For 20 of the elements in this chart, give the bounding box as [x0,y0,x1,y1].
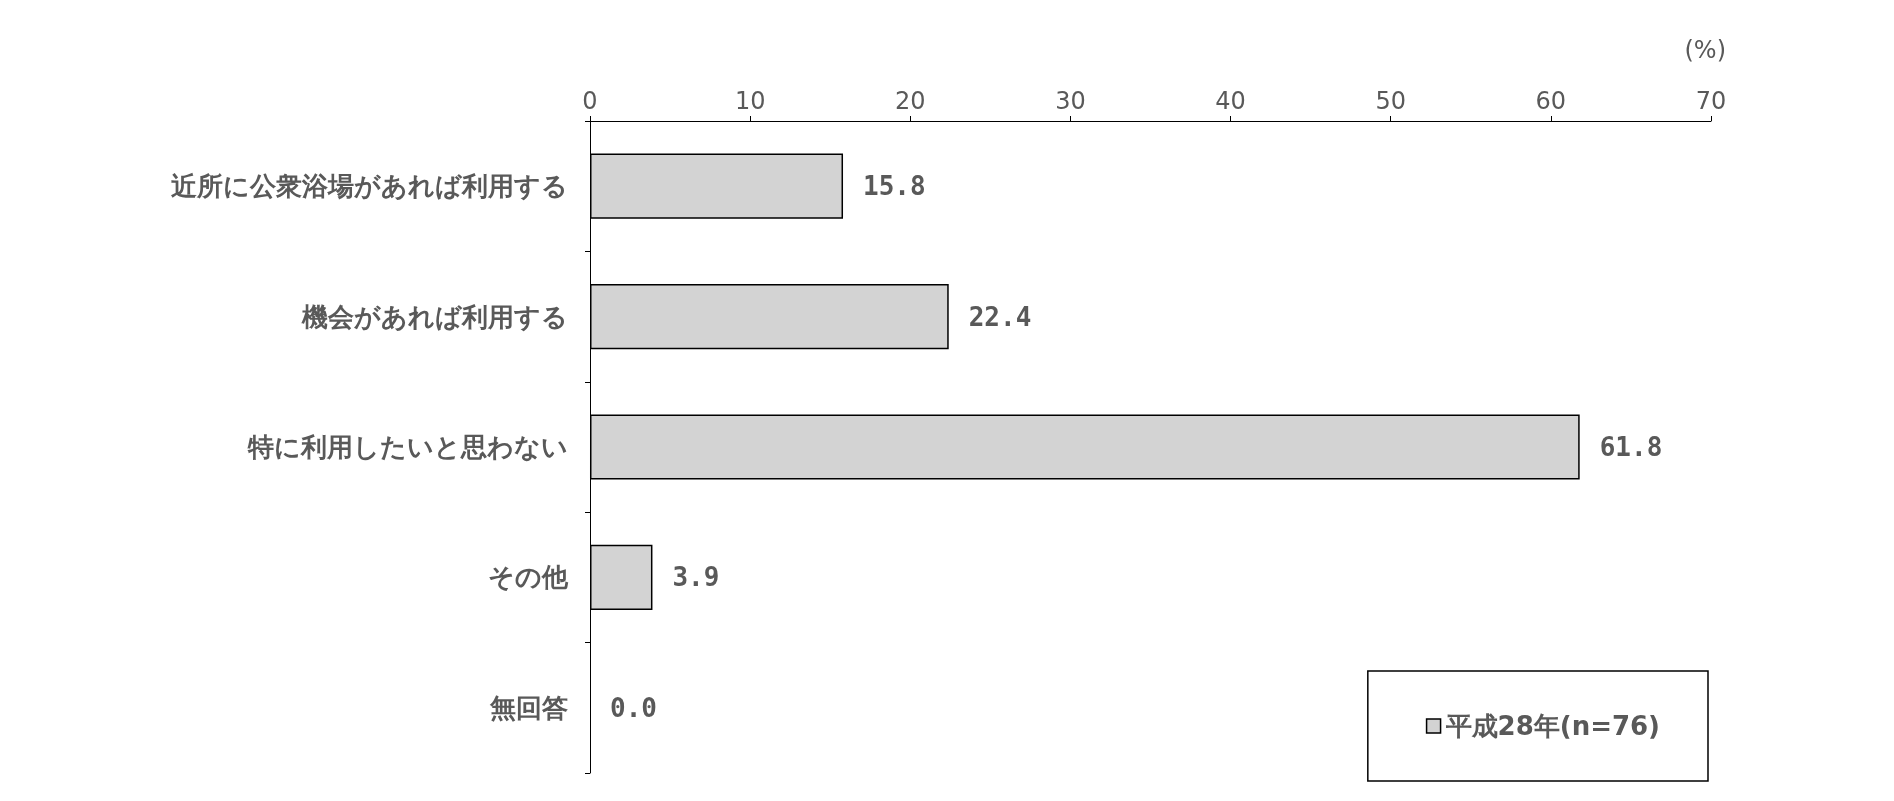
x-tick-label: 30 [1055,87,1086,115]
x-tick-label: 70 [1695,87,1727,115]
y-tick-label: その他 [488,562,569,593]
data-label: 22.4 [968,301,1032,332]
x-tick-label: 50 [1375,87,1406,115]
x-tick-label: 0 [582,87,598,115]
data-label: 61.8 [1599,432,1663,462]
y-tick-label: 機会があれば利用する [301,301,568,332]
x-tick-label: 20 [895,87,926,115]
x-axis-title: (%) [1684,36,1726,64]
y-tick-label: 特に利用したいと思わない [247,432,568,462]
data-label: 15.8 [863,171,926,202]
legend-label: 平成28年(n=76) [1444,711,1661,741]
x-tick-label: 10 [734,87,766,115]
x-tick-label: 40 [1215,87,1246,115]
data-label: 3.9 [672,562,720,593]
data-label: 0.0 [610,692,657,723]
y-tick-label: 無回答 [489,692,568,723]
x-tick-label: 60 [1535,87,1567,115]
y-tick-label: 近所に公衆浴場があれば利用する [171,171,568,202]
